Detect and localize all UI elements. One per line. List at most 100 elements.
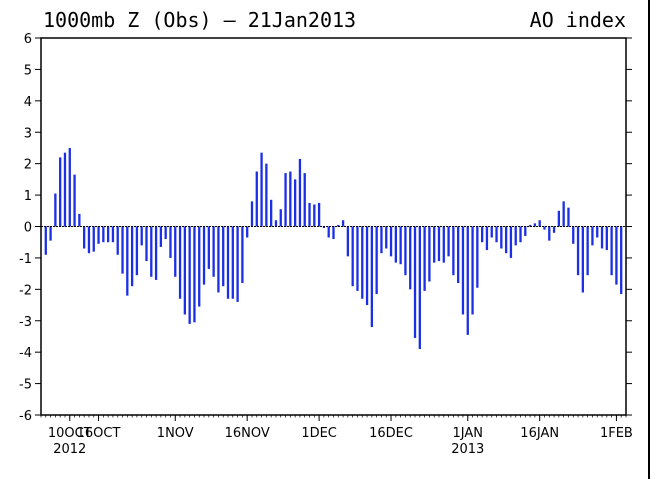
bar bbox=[289, 171, 292, 227]
bar bbox=[548, 226, 551, 241]
x-tick-label: 16OCT bbox=[77, 426, 121, 441]
bar bbox=[504, 226, 508, 254]
bar bbox=[509, 226, 513, 258]
bar bbox=[279, 209, 282, 227]
x-tick-label: 1FEB bbox=[600, 426, 633, 441]
bar bbox=[126, 226, 129, 296]
bar bbox=[442, 226, 445, 263]
bar bbox=[73, 174, 76, 227]
y-tick-label: -3 bbox=[19, 315, 32, 330]
bar bbox=[346, 226, 350, 257]
bar bbox=[375, 226, 378, 295]
bar bbox=[174, 226, 177, 277]
chart-subtitle: AO index bbox=[530, 8, 626, 32]
bar bbox=[605, 226, 608, 251]
bar bbox=[260, 152, 263, 227]
bar bbox=[246, 226, 249, 238]
y-tick-label: -5 bbox=[19, 378, 32, 393]
bar bbox=[298, 158, 302, 227]
bar bbox=[389, 226, 393, 257]
x-tick-label: 1JAN bbox=[453, 426, 484, 441]
bar bbox=[461, 226, 465, 315]
bar bbox=[380, 226, 383, 254]
bar bbox=[394, 226, 397, 263]
bar bbox=[145, 226, 148, 262]
y-tick-label: 5 bbox=[24, 63, 32, 78]
bar bbox=[92, 226, 95, 252]
bar bbox=[83, 226, 86, 249]
bar bbox=[111, 226, 115, 243]
y-axis: -6 -5 -4 -3 -2 -1 0 1 2 3 4 5 6 bbox=[19, 32, 632, 424]
bar bbox=[524, 226, 527, 236]
bar bbox=[250, 201, 254, 227]
bar bbox=[140, 226, 143, 246]
bars-layer bbox=[44, 147, 623, 350]
x-tick-year-label: 2013 bbox=[451, 442, 484, 457]
bar bbox=[557, 210, 561, 227]
bar bbox=[327, 226, 330, 238]
bar bbox=[255, 171, 258, 227]
bar bbox=[87, 226, 91, 254]
bar bbox=[284, 173, 287, 227]
window-edge bbox=[648, 0, 650, 479]
bar bbox=[222, 226, 225, 287]
bar bbox=[543, 226, 546, 230]
bar bbox=[356, 226, 359, 291]
bar bbox=[164, 226, 167, 240]
bar bbox=[476, 226, 479, 288]
bar bbox=[265, 163, 268, 227]
bar bbox=[519, 226, 522, 243]
y-tick-label: -2 bbox=[19, 283, 32, 298]
bar bbox=[528, 224, 532, 227]
y-tick-label: 2 bbox=[24, 158, 32, 173]
bar bbox=[121, 226, 124, 274]
bar bbox=[313, 204, 316, 227]
bar bbox=[54, 193, 57, 227]
bar bbox=[485, 226, 489, 251]
bar bbox=[471, 226, 474, 315]
x-tick-label: 1NOV bbox=[157, 426, 194, 441]
bar bbox=[274, 220, 278, 227]
bar bbox=[102, 226, 105, 243]
bar bbox=[620, 226, 623, 295]
bar bbox=[241, 226, 244, 284]
bar bbox=[337, 224, 340, 227]
bar bbox=[63, 152, 67, 227]
bar bbox=[423, 226, 426, 291]
x-tick-label: 16JAN bbox=[520, 426, 559, 441]
x-tick-year-label: 2012 bbox=[53, 442, 86, 457]
y-tick-label: 1 bbox=[24, 189, 32, 204]
bar bbox=[610, 226, 613, 276]
bar bbox=[596, 226, 599, 238]
bar bbox=[552, 226, 556, 233]
bar bbox=[581, 226, 584, 293]
bar bbox=[183, 226, 186, 315]
bar bbox=[562, 201, 565, 227]
x-tick-label: 1DEC bbox=[301, 426, 337, 441]
y-tick-label: -1 bbox=[19, 252, 32, 267]
y-tick-label: 6 bbox=[24, 32, 32, 47]
x-tick-label: 16DEC bbox=[369, 426, 413, 441]
bar bbox=[226, 226, 230, 299]
bar bbox=[466, 226, 469, 335]
y-tick-label: -6 bbox=[19, 409, 32, 424]
bar bbox=[490, 226, 493, 238]
bar bbox=[404, 226, 407, 276]
bar bbox=[236, 226, 239, 302]
bar bbox=[322, 226, 326, 229]
bar bbox=[130, 226, 134, 287]
bar bbox=[188, 226, 191, 324]
bar bbox=[399, 226, 402, 265]
bar bbox=[308, 202, 311, 227]
y-tick-label: 3 bbox=[24, 126, 32, 141]
bar bbox=[409, 226, 412, 290]
bar bbox=[418, 226, 421, 350]
x-tick-label: 10OCT bbox=[48, 426, 92, 441]
bar bbox=[293, 179, 297, 227]
bar bbox=[59, 157, 62, 227]
bar bbox=[600, 226, 604, 249]
bar bbox=[351, 226, 354, 287]
bar bbox=[514, 226, 517, 246]
bar bbox=[68, 147, 71, 227]
bar bbox=[361, 226, 364, 299]
